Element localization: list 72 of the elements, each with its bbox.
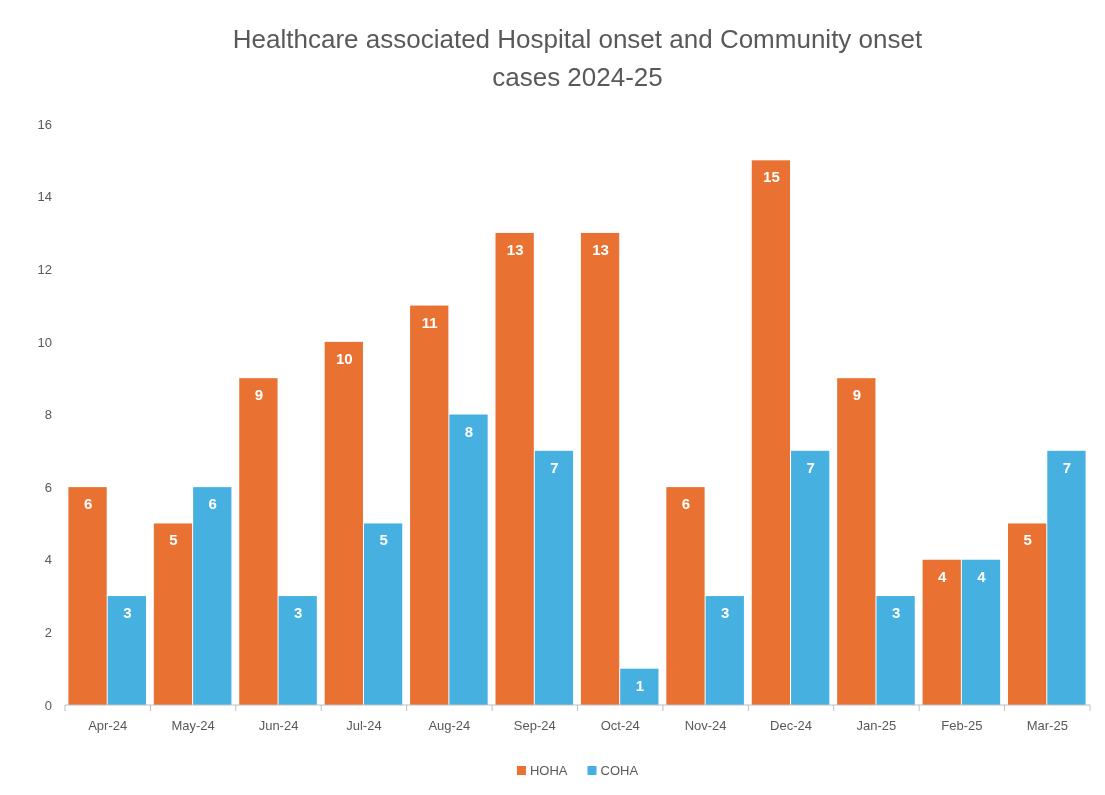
x-tick-label: Feb-25 — [941, 718, 983, 733]
bar — [705, 596, 744, 705]
y-tick-label: 4 — [44, 552, 52, 568]
bar — [1008, 523, 1047, 705]
legend-label: HOHA — [529, 763, 568, 778]
data-label: 7 — [1062, 458, 1072, 476]
y-tick-label: 6 — [44, 479, 52, 495]
bar — [791, 450, 830, 705]
x-tick-label: Nov-24 — [684, 718, 727, 733]
y-tick-label: 10 — [37, 334, 52, 350]
legend-label: COHA — [600, 763, 639, 778]
y-tick-label: 16 — [37, 116, 52, 132]
bar — [922, 559, 961, 705]
bar — [239, 378, 278, 705]
data-label: 15 — [763, 168, 780, 186]
data-label: 8 — [464, 422, 474, 440]
y-tick-label: 2 — [44, 625, 52, 641]
bar — [495, 232, 534, 705]
data-label: 5 — [379, 531, 388, 549]
data-label: 11 — [421, 313, 438, 331]
bar — [68, 487, 107, 705]
chart-title: Healthcare associated Hospital onset and Community onset cases 2024-25 — [232, 24, 923, 92]
data-label: 3 — [123, 604, 132, 622]
bar — [363, 523, 403, 705]
data-label: 4 — [977, 567, 987, 585]
bar — [666, 487, 705, 705]
data-label: 3 — [294, 604, 303, 622]
bar — [837, 378, 876, 705]
data-label: 3 — [721, 604, 730, 622]
bar — [278, 596, 317, 705]
data-label: 9 — [254, 386, 264, 404]
data-label: 1 — [635, 676, 645, 694]
bar — [410, 305, 449, 705]
y-tick-label: 0 — [44, 697, 52, 713]
bar — [324, 341, 363, 705]
x-tick-label: Apr-24 — [88, 718, 128, 733]
bar — [449, 414, 488, 705]
bar — [1047, 450, 1086, 705]
data-label: 7 — [550, 458, 559, 476]
data-label: 10 — [335, 349, 353, 367]
bar — [534, 450, 574, 705]
data-label: 7 — [806, 458, 815, 476]
bar — [193, 487, 232, 705]
bar — [107, 596, 146, 705]
bar — [620, 668, 659, 705]
data-label: 6 — [208, 495, 217, 513]
x-tick-label: Mar-25 — [1026, 718, 1068, 733]
x-tick-label: Jul-24 — [346, 718, 382, 733]
data-label: 13 — [506, 240, 524, 258]
y-tick-label: 14 — [37, 189, 52, 205]
bar — [153, 523, 193, 705]
y-tick-label: 12 — [37, 261, 52, 277]
data-label: 6 — [83, 495, 93, 513]
x-tick-label: May-24 — [171, 718, 215, 733]
data-label: 6 — [681, 495, 691, 513]
data-label: 5 — [1023, 531, 1032, 549]
y-tick-label: 8 — [44, 407, 52, 423]
x-tick-label: Aug-24 — [428, 718, 471, 733]
x-tick-label: Sep-24 — [513, 718, 556, 733]
bar — [751, 160, 791, 705]
data-label: 9 — [852, 386, 861, 404]
bar — [876, 596, 915, 705]
data-label: 4 — [938, 567, 948, 585]
data-label: 3 — [891, 604, 901, 622]
x-tick-label: Jan-25 — [856, 718, 897, 733]
bar — [580, 232, 620, 705]
data-label: 5 — [169, 531, 178, 549]
x-tick-label: Jun-24 — [258, 718, 299, 733]
x-tick-label: Dec-24 — [770, 718, 812, 733]
data-label: 13 — [592, 240, 609, 258]
x-tick-label: Oct-24 — [600, 718, 640, 733]
bar — [961, 559, 1001, 705]
